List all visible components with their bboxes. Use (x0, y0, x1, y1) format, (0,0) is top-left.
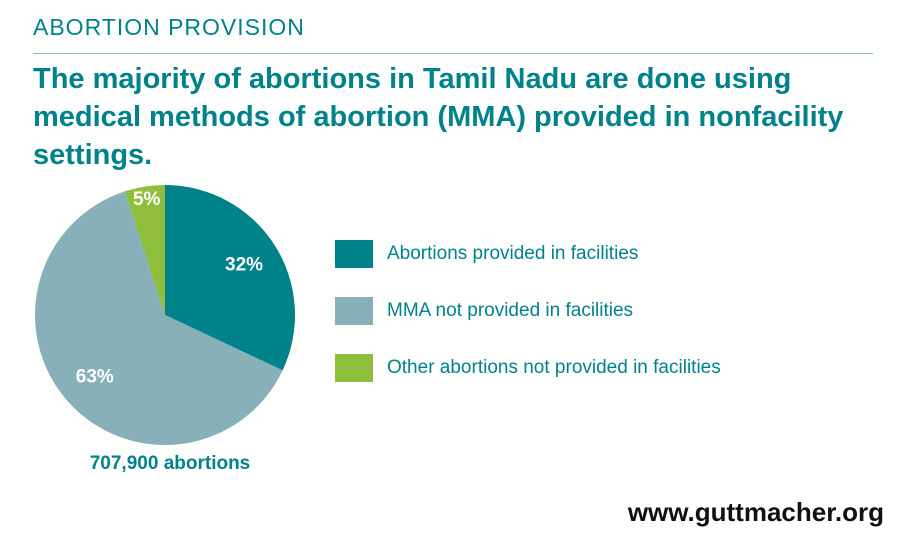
legend-label-mma: MMA not provided in facilities (387, 300, 634, 321)
chart-legend: Abortions provided in facilities MMA not… (335, 240, 721, 411)
pie-slice-label-0: 32% (225, 254, 263, 275)
legend-swatch-other (335, 354, 373, 382)
legend-swatch-mma (335, 297, 373, 325)
section-label: ABORTION PROVISION (33, 14, 305, 40)
legend-label-other: Other abortions not provided in faciliti… (387, 357, 721, 378)
chart-headline: The majority of abortions in Tamil Nadu … (33, 63, 844, 171)
pie-slice-2 (124, 185, 165, 315)
legend-item-mma: MMA not provided in facilities (335, 297, 721, 325)
legend-item-facilities: Abortions provided in facilities (335, 240, 721, 268)
pie-slice-0 (165, 185, 295, 371)
pie-slice-label-1: 63% (76, 366, 114, 387)
legend-label-facilities: Abortions provided in facilities (387, 243, 639, 264)
pie-slice-1 (34, 191, 283, 446)
pie-slices (34, 185, 295, 446)
pie-slice-labels: 32% 63% 5% (76, 189, 263, 387)
header-divider (33, 53, 873, 54)
source-url[interactable]: www.guttmacher.org (627, 497, 884, 527)
total-abortions-label: 707,900 abortions (89, 453, 251, 474)
legend-item-other: Other abortions not provided in faciliti… (335, 354, 721, 382)
legend-swatch-facilities (335, 240, 373, 268)
pie-slice-label-2: 5% (133, 189, 161, 210)
